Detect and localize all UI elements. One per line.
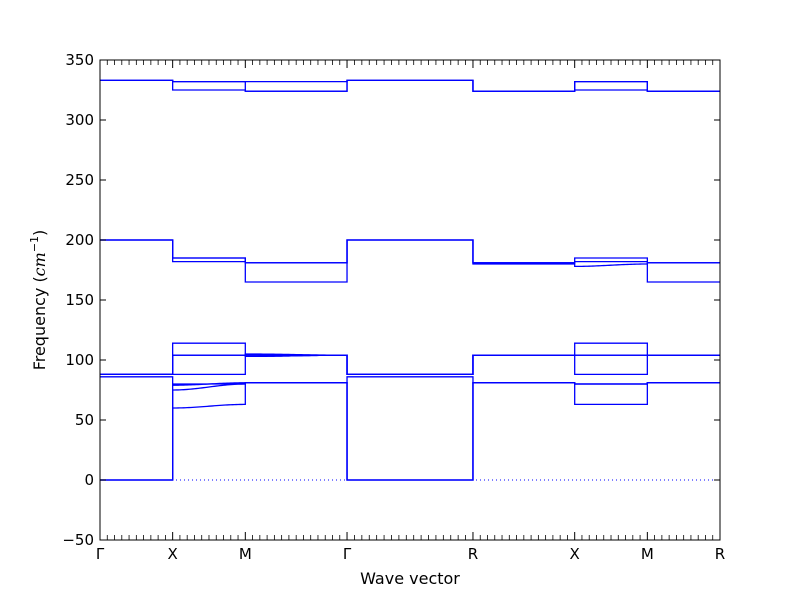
y-tick-label: 250 (65, 171, 94, 189)
x-tick-label: M (641, 545, 654, 563)
y-axis-label-prefix: Frequency ( (30, 276, 49, 370)
y-tick-label: 100 (65, 351, 94, 369)
band-1 (100, 382, 720, 481)
y-tick-label: −50 (62, 531, 94, 549)
y-tick-label: 200 (65, 231, 94, 249)
y-axis-ticks: −50 0 50 100 150 200 250 300 350 (62, 51, 720, 549)
plot-border (99, 59, 721, 541)
x-tick-label: Γ (343, 545, 352, 563)
y-tick-label: 350 (65, 51, 94, 69)
band-5 (100, 354, 720, 376)
x-tick-label: Γ (96, 545, 105, 563)
band-3 (100, 382, 720, 481)
plot-frame (99, 59, 721, 541)
y-axis-label-suffix: ) (30, 230, 49, 236)
band-10 (100, 239, 720, 264)
x-tick-label: X (570, 545, 580, 563)
band-11 (100, 239, 720, 264)
x-tick-label: X (168, 545, 178, 563)
x-tick-label: R (715, 545, 725, 563)
y-tick-label: 50 (75, 411, 94, 429)
band-6 (100, 354, 720, 376)
band-8 (100, 342, 720, 376)
x-tick-label: R (468, 545, 478, 563)
y-axis-label: Frequency (cm−1) (28, 230, 49, 371)
x-axis-label: Wave vector (360, 569, 460, 588)
y-axis-label-exponent: −1 (28, 236, 41, 252)
y-axis-label-unit: cm (30, 252, 49, 276)
band-7 (100, 353, 720, 376)
band-4 (100, 376, 720, 406)
band-14 (100, 79, 720, 92)
y-tick-label: 150 (65, 291, 94, 309)
x-tick-label: M (239, 545, 252, 563)
band-2 (100, 382, 720, 481)
y-tick-label: 300 (65, 111, 94, 129)
band-curves (100, 79, 720, 481)
y-tick-label: 0 (84, 471, 94, 489)
